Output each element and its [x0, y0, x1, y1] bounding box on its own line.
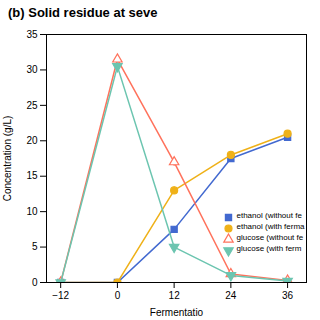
svg-text:Concentration (g/L): Concentration (g/L) [2, 116, 13, 202]
svg-text:ethanol (with ferma: ethanol (with ferma [237, 222, 306, 231]
html-text:(b) Solid residue at seve: (b) Solid residue at seve [8, 5, 158, 20]
svg-text:15: 15 [26, 170, 38, 181]
svg-text:24: 24 [225, 290, 237, 301]
svg-text:10: 10 [26, 206, 38, 217]
svg-text:35: 35 [26, 29, 38, 40]
svg-text:30: 30 [26, 64, 38, 75]
svg-text:20: 20 [26, 135, 38, 146]
svg-text:0: 0 [32, 277, 38, 288]
svg-text:−12: −12 [52, 290, 69, 301]
svg-text:glucose (with ferm: glucose (with ferm [237, 244, 302, 253]
svg-text:12: 12 [169, 290, 181, 301]
svg-text:36: 36 [282, 290, 294, 301]
svg-text:25: 25 [26, 100, 38, 111]
svg-text:Fermentatio: Fermentatio [150, 307, 204, 318]
svg-text:glucose (without fe: glucose (without fe [237, 233, 304, 242]
svg-text:0: 0 [115, 290, 121, 301]
svg-text:ethanol (without fe: ethanol (without fe [237, 211, 303, 220]
svg-text:5: 5 [32, 241, 38, 252]
